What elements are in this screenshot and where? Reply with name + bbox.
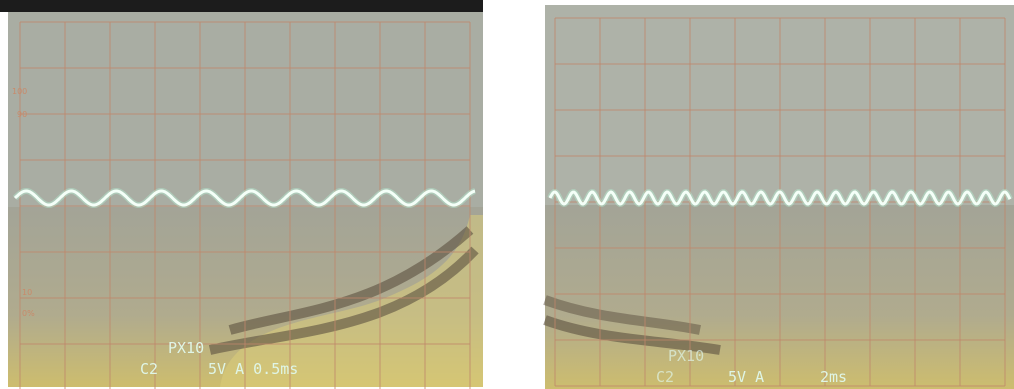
settings-label: 5V A 0.5ms: [208, 360, 298, 378]
channel-label: C2: [140, 360, 158, 378]
bezel: [0, 0, 483, 12]
left-screen: 100 90 10 0% PX10 C2 5V A 0.5ms: [8, 12, 483, 389]
probe-label: PX10: [668, 347, 704, 365]
graticule-mark: 0%: [22, 309, 35, 318]
timebase-label: 2ms: [820, 368, 847, 386]
graticule-mark: 100: [12, 87, 27, 96]
channel-label: C2: [656, 368, 674, 386]
settings-label: 5V A: [728, 368, 764, 386]
graticule-mark: 10: [22, 288, 32, 297]
graticule-mark: 90: [17, 110, 27, 119]
probe-label: PX10: [168, 339, 204, 357]
right-screen: PX10 C2 5V A 2ms: [545, 5, 1014, 389]
scope-photo: 100 90 10 0% PX10 C2 5V A 0.5ms PX10 C2 …: [0, 0, 1014, 389]
